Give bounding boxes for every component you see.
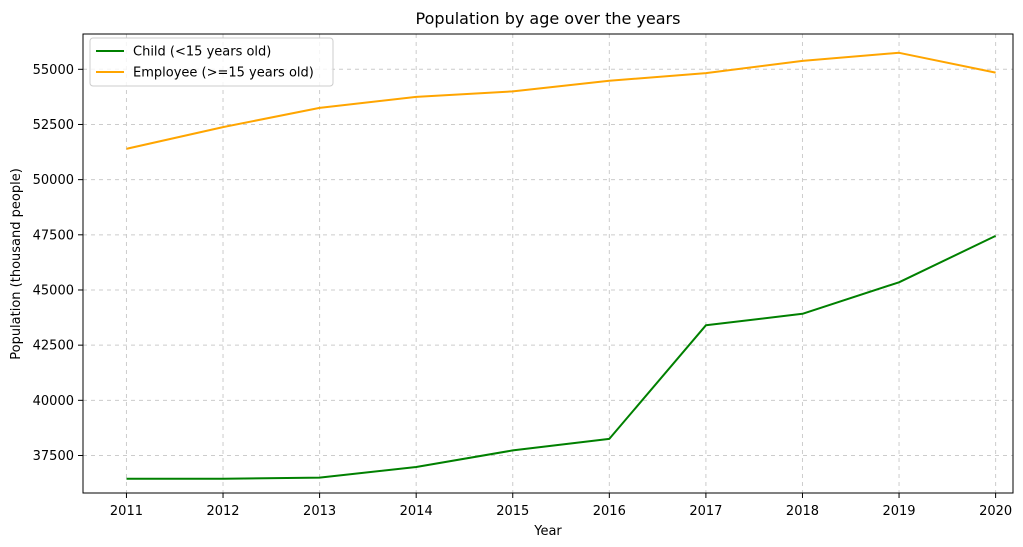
- x-tick-label: 2019: [882, 504, 915, 519]
- x-tick-label: 2015: [496, 504, 529, 519]
- x-tick-label: 2013: [303, 504, 336, 519]
- x-axis: 2011 2012 2013 2014 2015 2016 2017 2018 2019 2020: [110, 493, 1012, 519]
- y-tick-label: 52500: [33, 118, 74, 133]
- grid: [83, 34, 1013, 493]
- x-tick-label: 2016: [593, 504, 626, 519]
- legend: Child (<15 years old) Employee (>=15 yea…: [89, 37, 334, 87]
- series-line-child: [126, 234, 997, 480]
- y-tick-label: 50000: [33, 173, 74, 188]
- x-tick-label: 2011: [110, 504, 143, 519]
- legend-label-employee: Employee (>=15 years old): [133, 66, 314, 81]
- x-tick-label: 2012: [206, 504, 239, 519]
- plot-frame: [82, 33, 1014, 494]
- y-tick-label: 47500: [33, 228, 74, 243]
- y-axis: 37500 40000 42500 45000 47500 50000 52500 55000: [33, 63, 83, 464]
- y-tick-label: 42500: [33, 339, 74, 354]
- x-axis-label: Year: [533, 524, 562, 539]
- y-tick-label: 37500: [33, 449, 74, 464]
- x-tick-label: 2014: [400, 504, 433, 519]
- series-line-employee: [126, 51, 996, 150]
- y-tick-label: 40000: [33, 394, 74, 409]
- y-tick-label: 45000: [33, 283, 74, 298]
- x-tick-label: 2017: [689, 504, 722, 519]
- legend-label-child: Child (<15 years old): [133, 45, 271, 60]
- chart-title: Population by age over the years: [416, 9, 681, 28]
- series-group: [126, 51, 997, 480]
- x-tick-label: 2018: [786, 504, 819, 519]
- y-tick-label: 55000: [33, 63, 74, 78]
- y-axis-label: Population (thousand people): [9, 168, 24, 360]
- legend-box: [89, 37, 334, 87]
- x-tick-label: 2020: [979, 504, 1012, 519]
